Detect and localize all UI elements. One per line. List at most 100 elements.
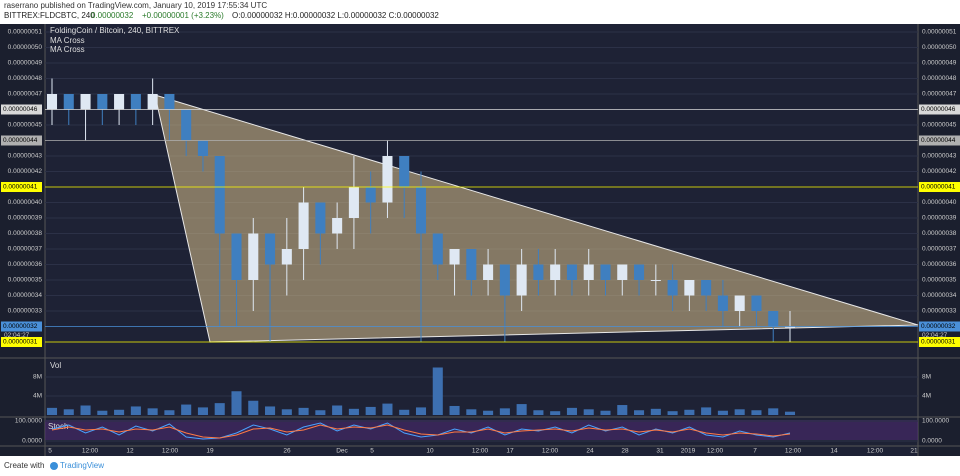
volume-bar <box>717 410 728 415</box>
candle-body <box>499 264 510 296</box>
triangle-drawing <box>154 94 919 343</box>
countdown: 02:04:27 <box>922 332 948 339</box>
y-tick-label: 0.0000 <box>922 438 942 445</box>
volume-bar <box>600 410 611 415</box>
y-tick-label: 0.00000048 <box>922 75 957 82</box>
x-tick-label: 12:00 <box>707 448 724 455</box>
x-tick-label: 12 <box>126 448 134 455</box>
volume-bar <box>114 409 125 415</box>
x-tick-label: 24 <box>586 448 594 455</box>
y-tick-label: 100.0000 <box>15 418 42 425</box>
candle-body <box>214 156 225 234</box>
price-badge <box>919 321 960 332</box>
stoch-line <box>51 424 791 439</box>
candle-body <box>684 280 695 296</box>
volume-bar <box>701 407 712 415</box>
y-tick-label: 0.00000050 <box>922 44 957 51</box>
price-badge-label: 0.00000046 <box>921 106 956 113</box>
y-tick-label: 0.00000043 <box>922 153 957 160</box>
candle-body <box>784 326 796 328</box>
volume-bar <box>784 411 796 415</box>
price-badge-label: 0.00000046 <box>3 106 38 113</box>
candle-body <box>332 218 343 234</box>
y-tick-label: 0.00000042 <box>8 168 43 175</box>
candle-body <box>281 249 292 265</box>
y-tick-label: 0.00000051 <box>922 29 957 36</box>
y-tick-label: 0.00000049 <box>8 60 43 67</box>
volume-bar <box>231 391 242 415</box>
volume-bar <box>248 400 259 415</box>
y-tick-label: 0.00000036 <box>8 261 43 268</box>
candle-body <box>265 233 276 265</box>
y-tick-label: 0.00000045 <box>8 122 43 129</box>
legend-indicator: MA Cross <box>50 36 85 45</box>
candle-body <box>751 295 762 311</box>
y-tick-label: 0.00000043 <box>8 153 43 160</box>
volume-bar <box>667 411 678 415</box>
candle-body <box>63 94 74 110</box>
volume-bar <box>332 405 343 415</box>
change: +0.00000001 (+3.23%) <box>142 11 224 20</box>
volume-bar <box>298 407 309 415</box>
volume-bar <box>197 407 208 415</box>
x-tick-label: 12:00 <box>162 448 179 455</box>
y-tick-label: 0.00000036 <box>922 261 957 268</box>
author-line: raserrano published on TradingView.com, … <box>4 1 267 10</box>
volume-bar <box>164 410 175 415</box>
price-badge-label: 0.00000031 <box>3 339 38 346</box>
y-tick-label: 0.00000034 <box>922 292 957 299</box>
stoch-title: Stoch <box>48 422 68 431</box>
candle-body <box>348 187 359 218</box>
y-tick-label: 8M <box>922 374 931 381</box>
x-tick-label: 14 <box>830 448 838 455</box>
volume-bar <box>516 404 527 415</box>
x-tick-label: 12:00 <box>785 448 802 455</box>
price-badge-label: 0.00000041 <box>3 184 38 191</box>
volume-bar <box>46 407 58 415</box>
last-price: 0.00000032 <box>91 11 134 20</box>
volume-bar <box>181 404 192 415</box>
volume-bar <box>583 409 594 415</box>
y-tick-label: 0.00000037 <box>8 246 43 253</box>
candle-body <box>382 156 393 203</box>
y-tick-label: 0.00000038 <box>922 230 957 237</box>
x-tick-label: 26 <box>283 448 291 455</box>
symbol-line: BITTREX:FLDCBTC, 240 <box>4 11 95 20</box>
footer-brand: TradingView <box>60 461 104 470</box>
y-tick-label: 0.00000040 <box>8 199 43 206</box>
x-tick-label: 7 <box>753 448 757 455</box>
price-badge <box>919 182 960 192</box>
volume-bar <box>281 409 292 415</box>
y-tick-label: 0.00000038 <box>8 230 43 237</box>
y-tick-label: 0.00000045 <box>922 122 957 129</box>
y-tick-label: 0.00000050 <box>8 44 43 51</box>
volume-bar <box>348 408 359 415</box>
y-tick-label: 0.00000040 <box>922 199 957 206</box>
countdown: 02:04:27 <box>4 332 30 339</box>
volume-bar <box>80 405 91 415</box>
y-tick-label: 0.00000033 <box>8 308 43 315</box>
candle-body <box>248 233 259 280</box>
x-tick-label: 31 <box>656 448 664 455</box>
x-tick-label: 12:00 <box>867 448 884 455</box>
x-tick-label: 10 <box>426 448 434 455</box>
price-badge <box>919 337 960 347</box>
candle-body <box>533 264 544 280</box>
price-badge-label: 0.00000032 <box>921 323 956 330</box>
candle-body <box>566 264 577 280</box>
candle-body <box>617 264 628 280</box>
candle-body <box>197 140 208 156</box>
candle-body <box>734 295 745 311</box>
x-tick-label: Dec <box>336 448 348 455</box>
volume-bar <box>265 406 276 415</box>
price-badge <box>919 104 960 115</box>
price-badge <box>1 337 42 347</box>
y-tick-label: 8M <box>33 374 42 381</box>
volume-bar <box>399 409 410 415</box>
y-tick-label: 4M <box>33 393 42 400</box>
y-tick-label: 0.00000039 <box>922 215 957 222</box>
y-tick-label: 0.00000035 <box>8 277 43 284</box>
volume-bar <box>483 410 494 415</box>
candle-body <box>231 233 242 280</box>
